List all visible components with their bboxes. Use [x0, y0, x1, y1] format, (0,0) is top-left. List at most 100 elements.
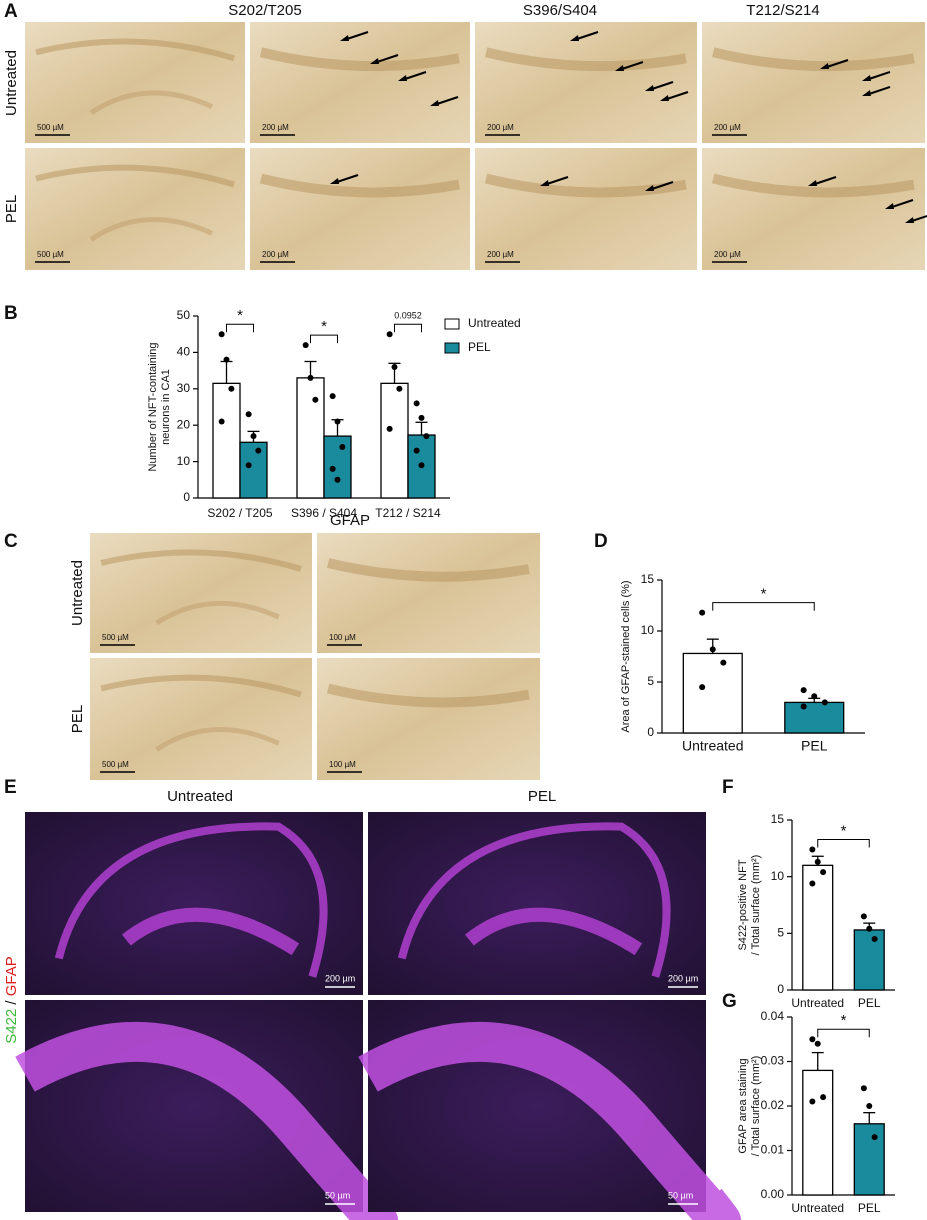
y-axis-label: Number of NFT-containing — [147, 343, 159, 472]
data-point — [413, 447, 420, 454]
scale-bar-label: 500 µM — [37, 123, 64, 132]
significance-bracket — [712, 602, 815, 611]
x-tick-label: S202 / T205 — [207, 506, 272, 520]
y-tick-label: 0.00 — [761, 1187, 785, 1201]
data-point — [814, 1040, 821, 1047]
micrograph — [317, 658, 540, 780]
significance-bracket — [226, 323, 254, 333]
tissue-band — [259, 173, 460, 198]
data-point — [820, 1094, 827, 1101]
x-tick-label: PEL — [858, 996, 881, 1010]
cell-layer — [15, 1021, 398, 1220]
column-header: PEL — [528, 788, 556, 805]
legend-label: Untreated — [468, 316, 521, 330]
data-point — [709, 646, 716, 653]
significance-bracket — [817, 1028, 870, 1038]
arrow-head — [885, 203, 894, 209]
tissue-band — [89, 217, 214, 242]
data-point — [218, 418, 225, 425]
data-point — [866, 1103, 873, 1109]
y-tick-label: 0 — [183, 490, 190, 504]
data-point — [809, 880, 816, 887]
x-tick-label: T212 / S214 — [375, 506, 441, 520]
cell-layer — [121, 907, 300, 956]
legend-label: PEL — [468, 340, 491, 354]
tissue-band — [155, 600, 280, 626]
y-tick-label: 20 — [177, 417, 191, 431]
arrow-head — [862, 75, 871, 81]
significance-label: 0.0952 — [394, 311, 422, 321]
cell-layer — [464, 907, 643, 956]
data-point — [820, 869, 827, 876]
arrow-head — [660, 95, 669, 101]
legend-swatch — [444, 342, 460, 354]
arrow-head — [820, 63, 829, 69]
tissue-band — [100, 674, 302, 698]
y-tick-label: 10 — [641, 623, 655, 637]
data-point — [860, 913, 867, 920]
y-axis-label: neurons in CA1 — [160, 369, 172, 445]
data-point — [720, 659, 727, 666]
bar — [784, 701, 845, 734]
y-axis-label: Area of GFAP-stained cells (%) — [620, 580, 632, 732]
significance-bracket — [310, 334, 338, 344]
bar — [239, 441, 268, 499]
x-tick-label: Untreated — [791, 996, 844, 1010]
tissue-band — [89, 90, 214, 115]
column-header: S202/T205 — [228, 2, 301, 19]
tissue-band — [711, 47, 915, 72]
data-point — [329, 393, 336, 400]
y-tick-label: 10 — [177, 454, 191, 468]
column-header: T212/S214 — [746, 2, 819, 19]
y-tick-label: 0 — [777, 982, 784, 996]
data-point — [250, 433, 257, 440]
bar — [296, 377, 325, 499]
data-point — [334, 418, 341, 425]
y-tick-label: 0.02 — [761, 1098, 785, 1112]
y-tick-label: 15 — [771, 812, 785, 826]
tissue-band — [35, 164, 235, 188]
tissue-band — [35, 38, 235, 62]
tissue-band — [326, 683, 530, 708]
panel-label: B — [4, 303, 18, 324]
significance-label: * — [841, 822, 847, 839]
bar — [802, 1069, 834, 1196]
micrograph — [475, 148, 697, 270]
scale-bar-label: 500 µM — [102, 633, 129, 642]
arrow-head — [645, 85, 654, 91]
panel-label: F — [722, 777, 734, 798]
stain-red: GFAP — [3, 956, 20, 996]
data-point — [866, 925, 873, 932]
data-point — [699, 684, 706, 691]
scale-bar-label: 100 µM — [329, 633, 356, 642]
arrow-head — [570, 35, 579, 41]
bar — [323, 435, 352, 499]
micrograph — [317, 533, 540, 653]
bar — [853, 1123, 885, 1196]
micrograph — [702, 22, 925, 143]
data-point — [218, 331, 225, 338]
data-point — [423, 433, 430, 440]
data-point — [307, 374, 314, 381]
data-point — [821, 699, 828, 706]
significance-label: * — [237, 307, 243, 324]
significance-label: * — [321, 318, 327, 335]
arrow-head — [340, 35, 349, 41]
data-point — [391, 363, 398, 370]
data-point — [800, 703, 807, 710]
y-tick-label: 0 — [647, 725, 654, 739]
x-tick-label: PEL — [858, 1201, 881, 1215]
bar — [802, 864, 834, 991]
scale-bar-label: 100 µM — [329, 760, 356, 769]
data-point — [871, 1134, 878, 1141]
significance-bracket — [817, 838, 870, 848]
significance-label: * — [841, 1012, 847, 1029]
legend-swatch — [444, 318, 460, 330]
scale-bar-label: 200 µM — [487, 250, 514, 259]
bar — [380, 382, 409, 499]
arrow-head — [430, 100, 439, 106]
panel-label: G — [722, 991, 737, 1012]
micrograph — [250, 148, 470, 270]
micrograph — [250, 22, 470, 143]
